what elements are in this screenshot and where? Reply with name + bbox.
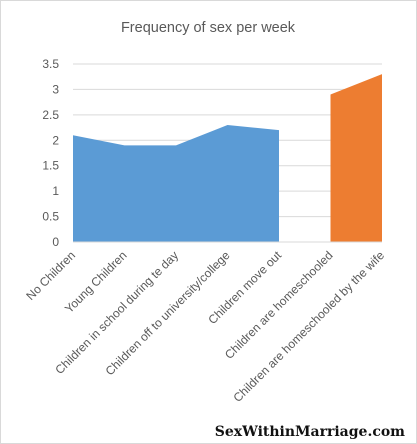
chart-title: Frequency of sex per week xyxy=(121,20,296,36)
y-tick-label: 3 xyxy=(52,82,59,96)
y-tick-label: 1 xyxy=(52,184,59,198)
watermark: SexWithinMarriage.com xyxy=(215,424,405,440)
y-tick-label: 2 xyxy=(52,133,59,147)
y-axis-tick-labels: 0 0.5 1 1.5 2 2.5 3 3.5 xyxy=(42,57,59,249)
x-category-label: No Children xyxy=(23,248,78,303)
series-2-area xyxy=(330,74,382,243)
y-tick-label: 0 xyxy=(52,235,59,249)
y-tick-label: 1.5 xyxy=(42,159,59,173)
x-category-label: Children are homeschooled xyxy=(222,248,336,362)
y-tick-label: 2.5 xyxy=(42,108,59,122)
y-tick-label: 0.5 xyxy=(42,210,59,224)
series-1-area xyxy=(73,125,279,242)
series-areas xyxy=(73,74,382,243)
y-tick-label: 3.5 xyxy=(42,57,59,71)
